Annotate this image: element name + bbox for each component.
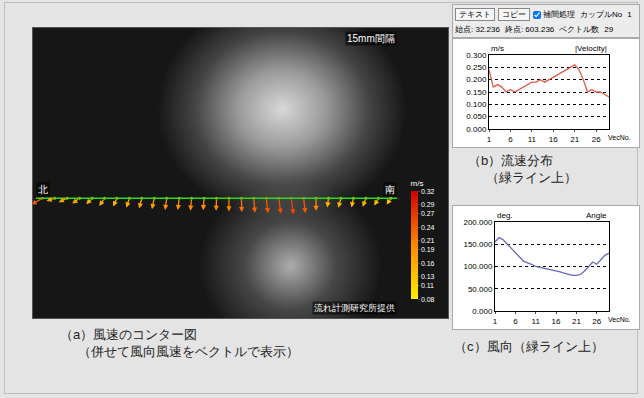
svg-text:200.000: 200.000: [463, 218, 492, 227]
svg-text:m/s: m/s: [491, 44, 504, 53]
svg-text:m/s: m/s: [411, 179, 424, 188]
svg-text:1: 1: [487, 135, 492, 144]
html-text:（併せて風向風速をベクトルで表示）: （併せて風向風速をベクトルで表示）: [78, 344, 299, 359]
svg-text:0.150: 0.150: [466, 88, 487, 97]
html-text:テキスト: テキスト: [459, 10, 491, 19]
html-text:（b）流速分布: （b）流速分布: [468, 153, 554, 168]
svg-text:北: 北: [38, 184, 48, 195]
html-text:（c）風向（緑ライン上）: （c）風向（緑ライン上）: [454, 339, 604, 354]
html-text:ベクトル数: ベクトル数: [559, 25, 600, 34]
svg-text:100.000: 100.000: [463, 262, 492, 271]
svg-text:0.13: 0.13: [421, 273, 435, 280]
html-text:補間処理: 補間処理: [543, 10, 575, 19]
svg-text:0.000: 0.000: [466, 125, 487, 134]
svg-text:0.08: 0.08: [421, 296, 435, 303]
html-text:終点: 603.236: 終点: 603.236: [504, 25, 555, 34]
svg-text:6: 6: [513, 317, 518, 326]
svg-text:|Velocity|: |Velocity|: [575, 44, 607, 53]
svg-text:11: 11: [528, 135, 537, 144]
svg-text:1: 1: [493, 317, 498, 326]
svg-text:50.000: 50.000: [468, 285, 493, 294]
svg-text:26: 26: [592, 317, 601, 326]
svg-text:26: 26: [592, 135, 601, 144]
svg-text:150.000: 150.000: [463, 240, 492, 249]
svg-text:21: 21: [570, 135, 579, 144]
svg-text:VecNo.: VecNo.: [608, 134, 631, 141]
svg-text:0.24: 0.24: [421, 224, 435, 231]
svg-text:16: 16: [552, 317, 561, 326]
svg-text:0.27: 0.27: [421, 210, 435, 217]
svg-text:0.000: 0.000: [472, 307, 493, 316]
svg-text:0.050: 0.050: [466, 112, 487, 121]
svg-text:流れ計測研究所提供: 流れ計測研究所提供: [314, 303, 395, 313]
html-text:カップルNo: カップルNo: [580, 10, 623, 19]
svg-text:VecNo.: VecNo.: [608, 316, 631, 323]
svg-text:0.29: 0.29: [421, 201, 435, 208]
svg-text:0.21: 0.21: [421, 237, 435, 244]
html-text:29: 29: [604, 25, 614, 34]
svg-text:21: 21: [572, 317, 581, 326]
svg-text:0.200: 0.200: [466, 75, 487, 84]
svg-text:0.100: 0.100: [466, 100, 487, 109]
svg-text:0.300: 0.300: [466, 51, 487, 60]
html-text:（緑ライン上）: （緑ライン上）: [486, 170, 577, 185]
svg-text:15mm間隔: 15mm間隔: [347, 33, 395, 44]
svg-text:16: 16: [549, 135, 558, 144]
html-text:始点: 32.236: 始点: 32.236: [455, 25, 500, 34]
svg-text:0.250: 0.250: [466, 63, 487, 72]
html-text:コピー: コピー: [502, 10, 526, 19]
html-text:1: 1: [627, 10, 632, 19]
svg-text:0.11: 0.11: [421, 282, 434, 289]
svg-text:0.19: 0.19: [421, 246, 435, 253]
svg-text:0.32: 0.32: [421, 188, 435, 195]
svg-text:南: 南: [385, 184, 395, 195]
svg-text:0.16: 0.16: [421, 260, 435, 267]
svg-text:deg.: deg.: [497, 211, 513, 220]
svg-text:6: 6: [508, 135, 513, 144]
svg-text:11: 11: [532, 317, 541, 326]
html-text:（a）風速のコンター図: （a）風速のコンター図: [60, 327, 198, 342]
svg-text:Angle: Angle: [586, 211, 607, 220]
